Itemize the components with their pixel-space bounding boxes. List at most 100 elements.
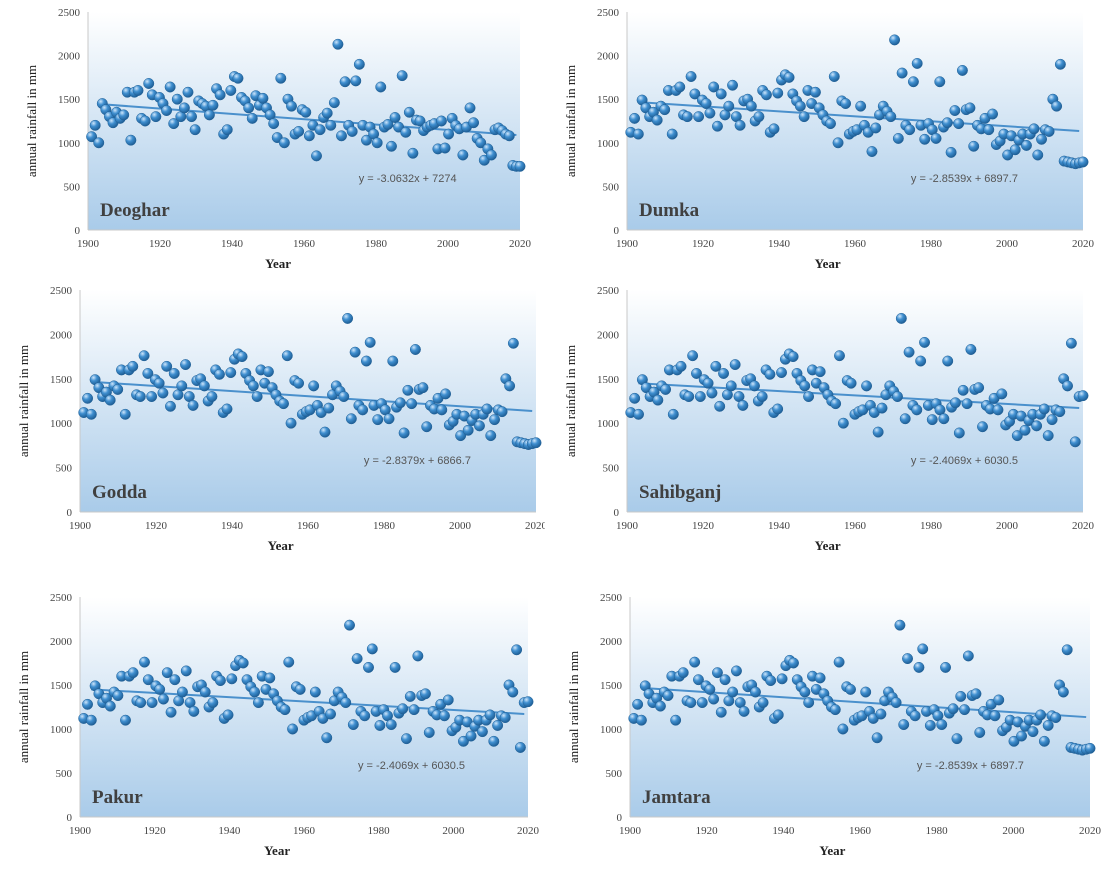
trendline (638, 382, 1080, 410)
data-point (660, 384, 672, 395)
data-point (360, 355, 372, 367)
y-axis-label: annual rainfall in mm (563, 345, 578, 457)
data-point (168, 118, 180, 130)
data-point (385, 719, 397, 731)
data-point (919, 336, 930, 348)
data-point (339, 76, 351, 88)
x-tick-label: 1980 (920, 520, 943, 532)
data-point (814, 672, 826, 684)
y-tick-label: 2500 (597, 285, 620, 297)
data-point (889, 34, 901, 46)
x-tick-label: 1940 (221, 520, 244, 532)
data-point (442, 694, 454, 706)
data-point (953, 427, 965, 439)
data-point (457, 149, 469, 161)
data-point (279, 704, 291, 716)
data-point (799, 380, 811, 392)
data-point (911, 57, 923, 69)
data-point (222, 709, 234, 721)
data-point (1077, 390, 1089, 402)
data-point (964, 102, 976, 114)
x-tick-label: 2000 (449, 520, 472, 532)
data-point (989, 710, 1001, 722)
data-point (178, 102, 190, 114)
x-axis-label: Year (265, 256, 291, 271)
x-axis-label: Year (815, 256, 841, 271)
data-point (903, 346, 915, 358)
data-point (1069, 436, 1081, 448)
data-point (85, 714, 97, 726)
data-point (830, 398, 842, 410)
data-point (207, 697, 219, 709)
data-point (1054, 406, 1066, 418)
data-point (772, 403, 784, 415)
data-point (481, 403, 493, 415)
data-point (417, 382, 429, 394)
data-point (700, 98, 712, 110)
data-point (154, 683, 166, 695)
data-point (1008, 735, 1020, 747)
data-point (372, 414, 384, 426)
data-point (511, 644, 523, 656)
data-point (894, 619, 906, 631)
data-point (325, 119, 337, 131)
x-tick-label: 2020 (1079, 825, 1102, 837)
data-point (474, 420, 485, 432)
chart-svg-godda: 0 500 1000 1500 2000 2500 1900 1920 1940 1960 1980… (16, 285, 548, 553)
data-point (142, 674, 154, 686)
data-point (750, 686, 761, 698)
data-point (718, 368, 730, 379)
x-tick-label: 1980 (373, 520, 396, 532)
data-point (872, 426, 884, 438)
data-point (199, 686, 211, 698)
chart-panel-godda: 0 500 1000 1500 2000 2500 1900 1920 1940 1960 1980… (0, 282, 548, 582)
data-point (666, 128, 678, 140)
data-point (1011, 430, 1023, 442)
data-point (727, 79, 738, 91)
y-tick-label: 1000 (597, 418, 620, 430)
data-point (926, 414, 938, 426)
chart-svg-pakur: 0 500 1000 1500 2000 2500 1900 1920 1940 1960 1980… (16, 592, 540, 858)
data-point (907, 76, 919, 88)
data-point (507, 686, 519, 698)
x-tick-label: 1940 (218, 825, 241, 837)
data-point (357, 404, 369, 416)
data-point (689, 88, 701, 100)
data-point (715, 88, 727, 100)
data-point (402, 384, 414, 396)
data-point (871, 732, 883, 744)
data-point (93, 137, 105, 149)
data-point (731, 665, 742, 677)
data-point (161, 105, 173, 116)
data-point (214, 89, 226, 101)
x-axis-label: Year (819, 843, 845, 858)
data-point (308, 380, 320, 392)
data-point (681, 111, 693, 123)
data-point (465, 730, 477, 742)
data-point (1042, 430, 1054, 442)
data-point (311, 150, 322, 162)
data-point (344, 619, 355, 631)
data-point (119, 408, 131, 420)
y-tick-label: 1000 (50, 418, 73, 430)
data-point (225, 367, 237, 379)
data-point (214, 368, 225, 380)
trendline-equation: y = -2.8379x + 6866.7 (364, 455, 471, 467)
data-point (945, 146, 957, 158)
data-point (143, 78, 155, 89)
x-tick-label: 1920 (145, 520, 168, 532)
y-tick-label: 2500 (50, 285, 73, 297)
data-point (281, 350, 293, 362)
data-point (674, 81, 686, 93)
data-point (1057, 686, 1069, 698)
y-tick-label: 0 (614, 507, 620, 519)
data-point (278, 398, 289, 410)
data-point (875, 708, 887, 720)
data-point (861, 380, 873, 392)
data-point (328, 97, 340, 109)
plot-area (630, 597, 1090, 817)
data-point (1038, 735, 1050, 747)
data-point (977, 421, 988, 433)
data-point (412, 650, 424, 662)
data-point (476, 726, 488, 738)
